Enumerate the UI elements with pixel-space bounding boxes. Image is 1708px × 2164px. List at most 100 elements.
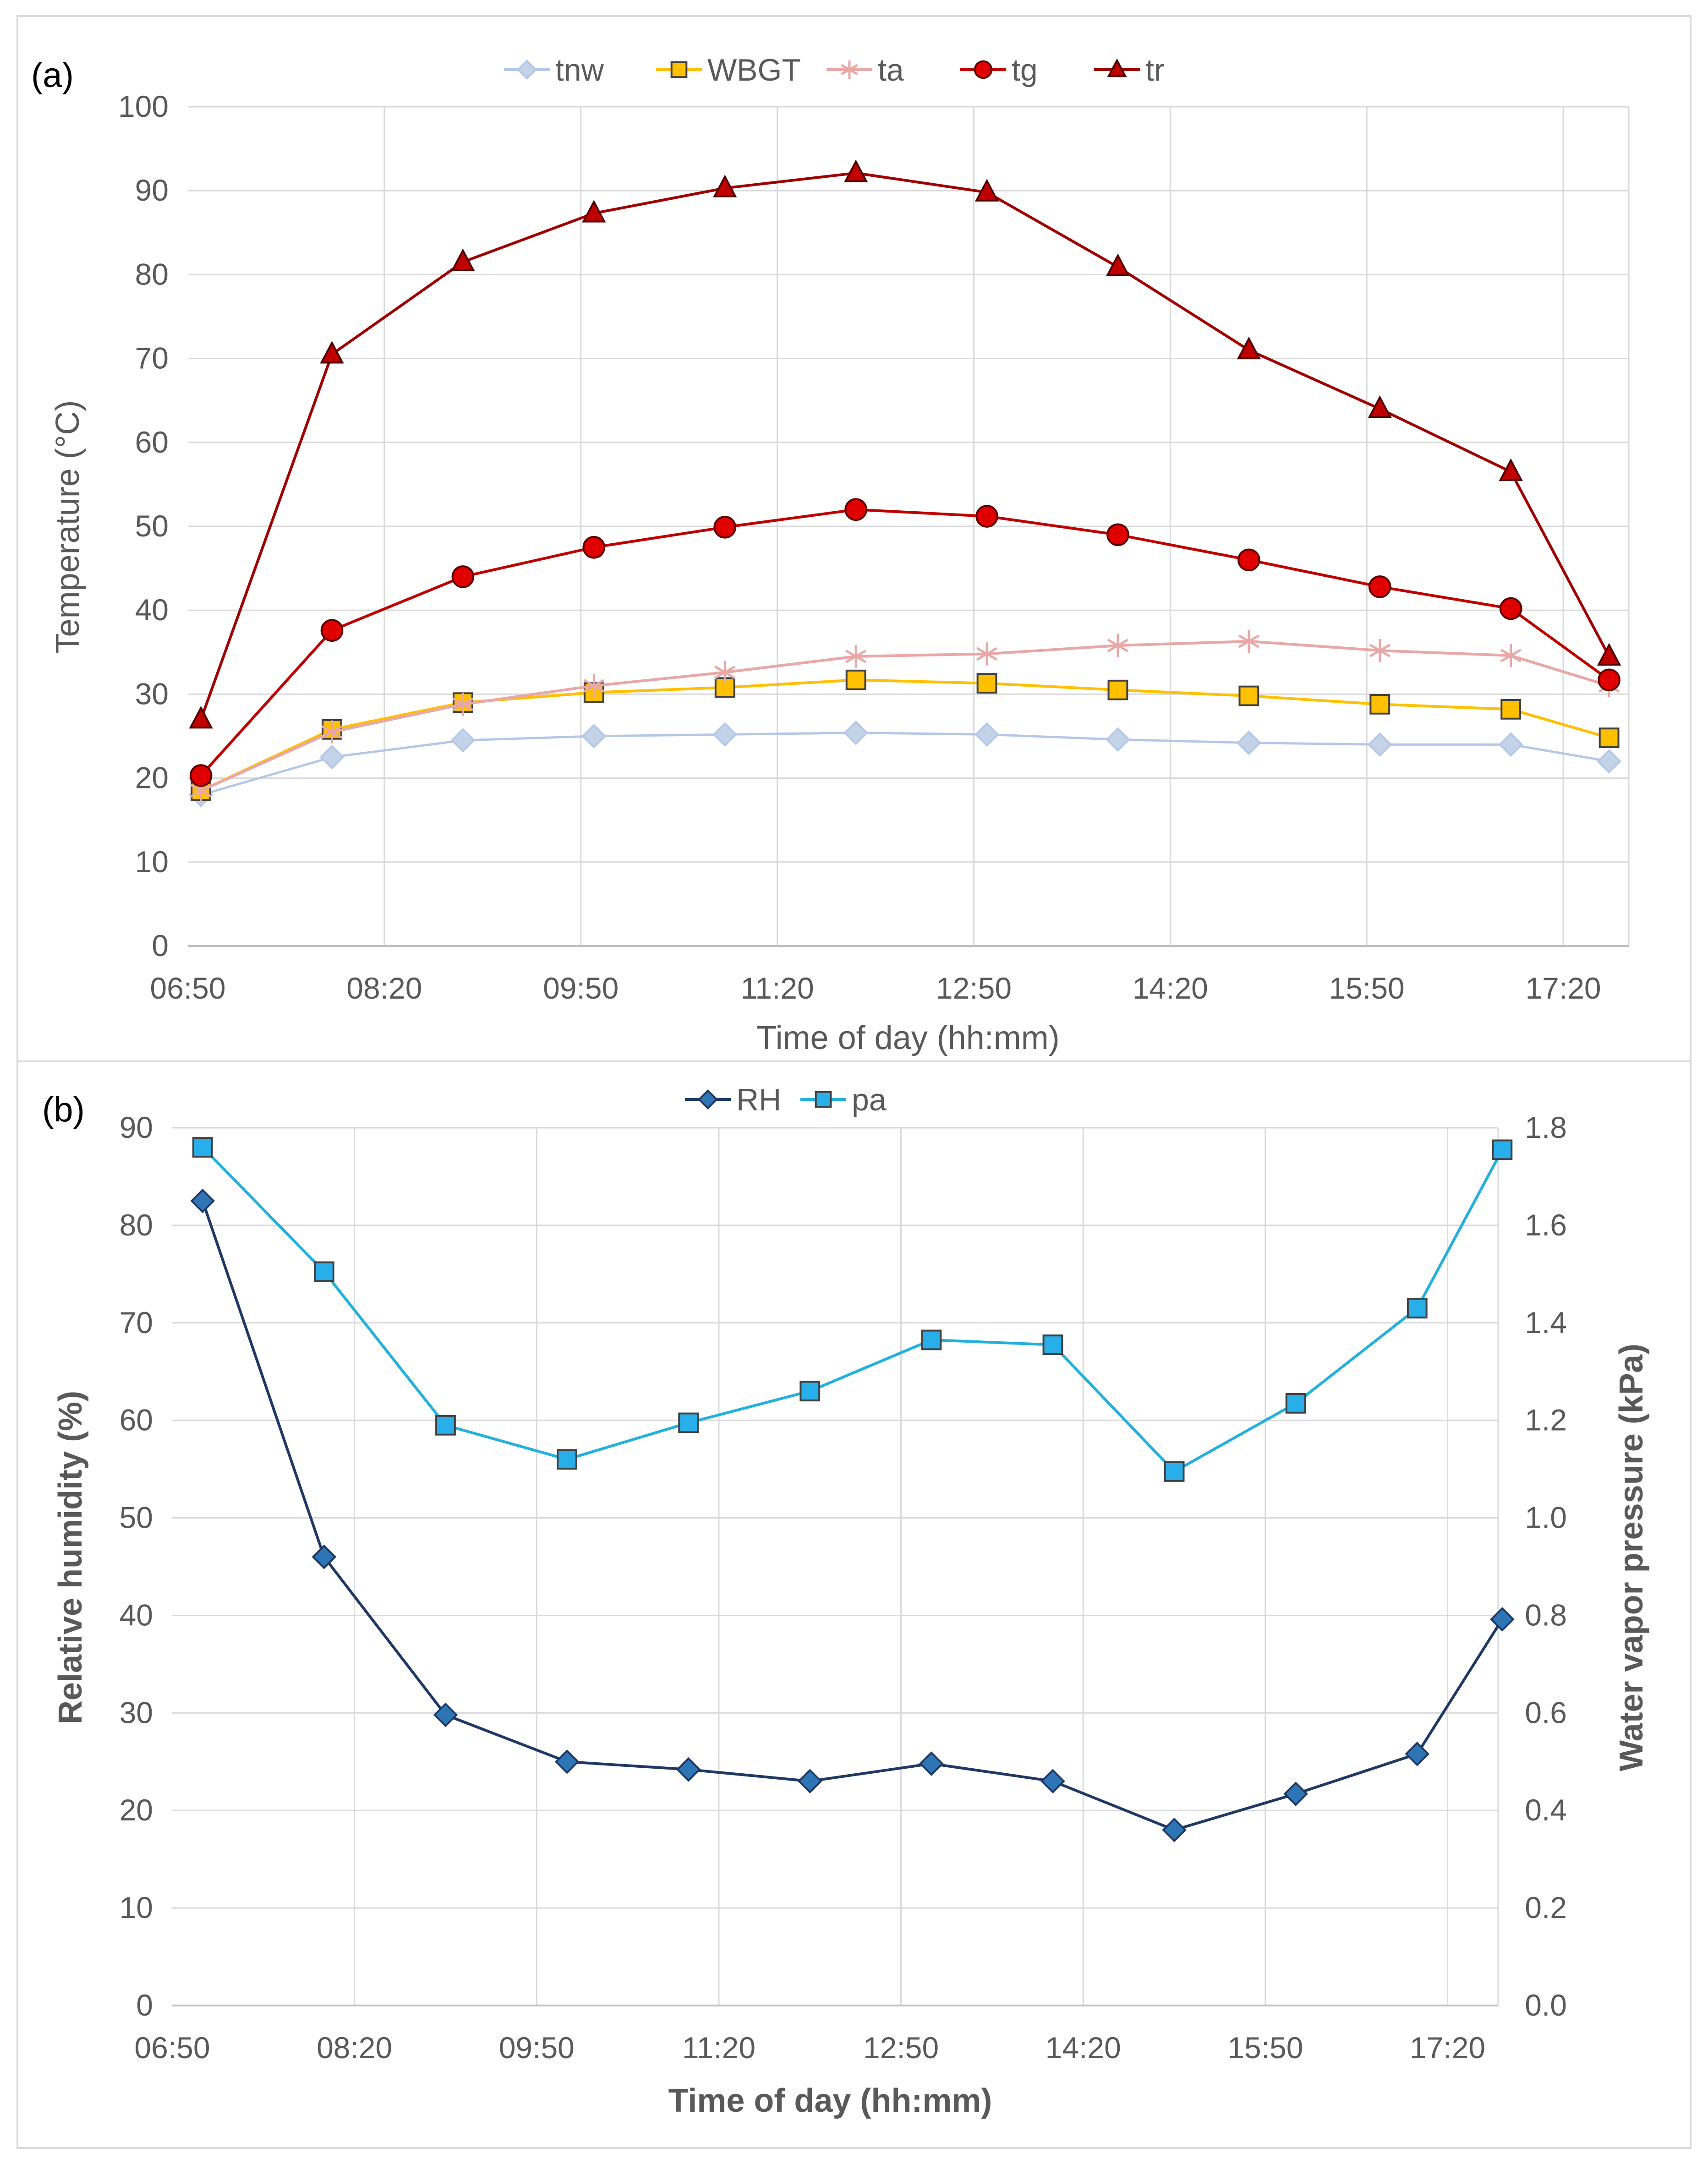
b-y2-tick-label: 0.2 <box>1525 1891 1567 1924</box>
b-y2-tick-label: 0.4 <box>1525 1793 1567 1827</box>
a-tr-point <box>1368 395 1392 418</box>
b-rh-point <box>190 1188 215 1213</box>
a-x-tick-label: 09:50 <box>543 971 619 1005</box>
a-legend-item-tnw: tnw <box>504 53 604 87</box>
a-tr-point <box>582 200 606 223</box>
a-ta-point-stroke <box>1500 649 1522 662</box>
panel-b-x-axis-title: Time of day (hh:mm) <box>668 2082 992 2119</box>
a-tr-line <box>199 171 1610 720</box>
a-legend-marker-tg <box>974 60 993 79</box>
panel-a-series <box>188 159 1621 808</box>
a-ta-point-stroke <box>321 725 343 739</box>
a-legend-item-wbgt: WBGT <box>656 53 801 87</box>
b-pa-point <box>678 1412 699 1433</box>
a-tg-point <box>1106 523 1129 546</box>
a-ta-point <box>1238 629 1259 653</box>
panel-b-left-y-tick-labels: 0 10 20 30 40 50 60 70 80 90 <box>120 1110 153 2022</box>
a-ta-point <box>714 661 736 684</box>
b-y2-tick-label: 1.6 <box>1525 1208 1567 1242</box>
a-legend-label-tnw: tnw <box>555 53 604 87</box>
b-rh-point <box>1283 1781 1308 1806</box>
b-y-tick-label: 40 <box>120 1598 153 1632</box>
b-y-tick-label: 10 <box>120 1891 153 1924</box>
b-y-tick-label: 90 <box>120 1110 153 1144</box>
a-tr-point <box>320 340 344 364</box>
b-y-tick-label: 50 <box>120 1501 153 1535</box>
a-tnw-point <box>1367 732 1392 757</box>
a-legend-marker-tr <box>1107 58 1127 77</box>
b-pa-point <box>557 1449 577 1470</box>
b-pa-line <box>202 1146 1504 1474</box>
b-pa-point <box>1492 1139 1513 1160</box>
a-tr-point <box>451 248 475 271</box>
a-legend-item-ta: ta <box>827 53 904 87</box>
b-rh-point <box>312 1544 337 1569</box>
b-y2-tick-label: 1.4 <box>1525 1306 1567 1339</box>
a-y-tick-label: 40 <box>135 593 169 627</box>
a-tr-point <box>1237 336 1261 360</box>
a-legend-label-wbgt: WBGT <box>707 53 801 87</box>
b-pa-point <box>1407 1298 1428 1319</box>
a-y-tick-label: 70 <box>135 341 169 375</box>
a-y-tick-label: 100 <box>118 89 169 123</box>
b-pa-point <box>1164 1461 1185 1482</box>
b-y-tick-label: 60 <box>120 1403 153 1437</box>
a-series-tr <box>189 159 1621 729</box>
panel-a-x-axis-title: Time of day (hh:mm) <box>756 1020 1059 1056</box>
a-x-tick-label: 11:20 <box>740 971 814 1005</box>
a-x-tick-label: 08:20 <box>346 971 422 1005</box>
b-legend-item-pa: pa <box>800 1082 887 1117</box>
a-tnw-line <box>200 732 1609 796</box>
a-tr-point <box>713 175 737 197</box>
b-y2-tick-label: 1.0 <box>1525 1501 1567 1535</box>
b-x-tick-label: 14:20 <box>1046 2031 1121 2065</box>
a-x-tick-label: 17:20 <box>1525 971 1601 1005</box>
b-x-tick-label: 06:50 <box>134 2031 210 2065</box>
a-legend-item-tg: tg <box>960 53 1038 87</box>
panel-b-series <box>190 1137 1515 1842</box>
a-series-tnw <box>188 720 1621 808</box>
panel-b-gridlines <box>172 1127 1499 2006</box>
b-legend-item-rh: RH <box>685 1082 781 1117</box>
b-legend-label-rh: RH <box>736 1082 781 1117</box>
a-ta-point-stroke <box>845 650 867 663</box>
b-x-tick-label: 17:20 <box>1410 2031 1485 2065</box>
a-x-tick-label: 06:50 <box>150 971 225 1005</box>
b-rh-point <box>676 1757 701 1782</box>
b-x-tick-label: 11:20 <box>682 2031 755 2065</box>
panel-b-label: (b) <box>42 1090 85 1129</box>
b-pa-point <box>1042 1334 1063 1355</box>
panel-a-temperature-chart: (a) 0 10 20 30 40 50 60 70 80 90 100 06:50 08:20 09:… <box>16 15 1692 1062</box>
b-y-tick-label: 0 <box>136 1988 153 2022</box>
a-tnw-point <box>1237 730 1261 755</box>
b-legend-marker-pa <box>815 1091 832 1108</box>
panel-a-y-tick-labels: 0 10 20 30 40 50 60 70 80 90 100 <box>118 89 169 962</box>
a-tr-point <box>1106 253 1130 276</box>
a-tg-point <box>713 516 737 539</box>
a-ta-point <box>845 645 867 668</box>
a-tg-point <box>189 764 213 787</box>
a-ta-point-stroke <box>976 647 998 661</box>
a-tr-point <box>974 179 999 202</box>
b-rh-point <box>1162 1817 1187 1842</box>
a-tr-point <box>844 159 868 182</box>
a-tg-point <box>1499 597 1522 620</box>
a-legend-marker-wbgt <box>670 61 688 78</box>
a-tnw-point <box>581 724 607 749</box>
a-wbgt-point <box>1500 699 1522 720</box>
a-y-tick-label: 90 <box>135 173 169 207</box>
a-ta-point <box>452 693 474 716</box>
b-y-tick-label: 20 <box>120 1793 153 1827</box>
b-pa-point <box>192 1137 213 1158</box>
a-y-tick-label: 30 <box>135 677 169 710</box>
a-tg-point <box>582 536 606 559</box>
b-pa-point <box>1285 1393 1306 1414</box>
panel-b-border <box>16 1060 1692 2149</box>
a-tg-point <box>451 565 475 588</box>
a-y-tick-label: 0 <box>152 929 169 962</box>
b-y-tick-label: 70 <box>120 1306 153 1339</box>
b-rh-line <box>201 1200 1504 1831</box>
a-tnw-point <box>1597 749 1621 774</box>
a-tg-point <box>844 498 867 521</box>
